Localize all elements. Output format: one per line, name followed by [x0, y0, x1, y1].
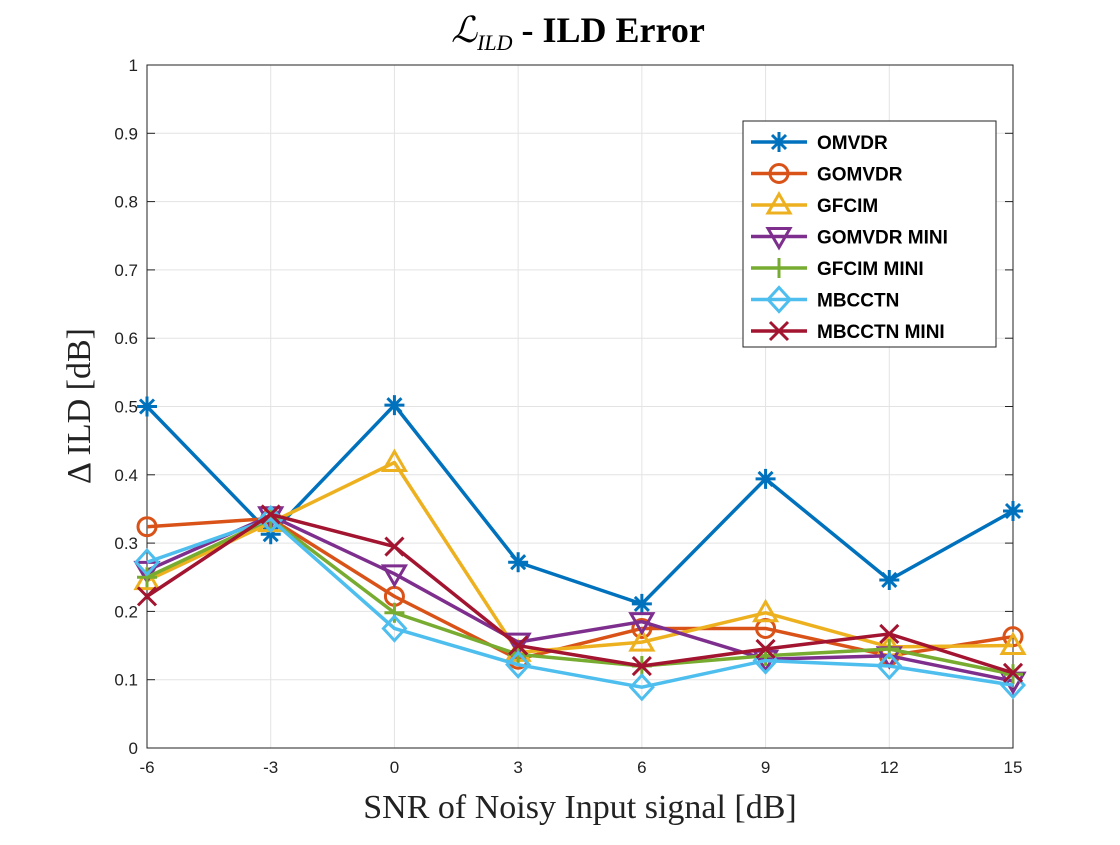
data-point-marker [384, 536, 405, 557]
y-tick-label: 0.7 [114, 261, 138, 280]
data-point-marker [136, 516, 158, 538]
data-point-marker [879, 569, 900, 590]
legend-entry: GOMVDR MINI [751, 227, 948, 251]
legend-label: GFCIM MINI [817, 259, 924, 280]
data-point-marker [755, 638, 776, 660]
legend: OMVDR GOMVDR GFCIM GOMVDR MINI GFCIM MINI MBC… [742, 120, 997, 348]
data-point-marker [133, 548, 161, 577]
data-point-marker [260, 504, 281, 525]
data-point-marker [751, 598, 780, 623]
data-point-marker [631, 655, 652, 677]
y-tick-label: 0.5 [114, 398, 138, 417]
y-tick-label: 0.9 [114, 124, 138, 143]
y-tick-label: 0.2 [114, 602, 138, 621]
data-point-marker [384, 395, 405, 416]
legend-label: GOMVDR [817, 165, 903, 186]
y-tick-label: 0.3 [114, 534, 138, 553]
legend-marker [765, 191, 793, 215]
y-tick-label: 0.4 [114, 466, 138, 485]
axes: -6 -3 0 3 6 9 12 15 0 0.1 0.2 0.3 0.4 0.5 0.6 0.7 0.8 0.9… [114, 56, 1022, 777]
data-point-marker [508, 552, 529, 573]
x-tick-label: 15 [1004, 758, 1023, 777]
x-axis-label: SNR of Noisy Input signal [dB] [363, 789, 797, 826]
chart-title: ℒILD - ILD Error [451, 10, 705, 55]
x-tick-label: 12 [880, 758, 899, 777]
legend-label: GFCIM [817, 196, 878, 217]
x-tick-label: 0 [390, 758, 399, 777]
legend-marker [769, 132, 789, 152]
series-line [146, 517, 1014, 676]
legend-label: OMVDR [817, 133, 888, 154]
legend-marker [768, 320, 790, 342]
legend-label: MBCCTN [817, 291, 899, 312]
data-point-marker [1003, 500, 1023, 521]
legend-entry: OMVDR [751, 132, 888, 154]
x-tick-label: 3 [513, 758, 522, 777]
data-point-marker [508, 635, 529, 656]
data-point-marker [137, 396, 157, 417]
legend-entry: MBCCTN [751, 285, 899, 314]
data-point-marker [879, 623, 900, 644]
y-tick-label: 1 [129, 56, 138, 75]
legend-label: MBCCTN MINI [817, 322, 945, 343]
series-line [146, 512, 1014, 675]
data-point-marker [628, 628, 656, 652]
legend-marker [768, 163, 790, 184]
series-group [133, 395, 1027, 702]
data-point-marker [876, 651, 903, 681]
y-tick-label: 0 [129, 739, 138, 758]
legend-entry: MBCCTN MINI [751, 320, 945, 343]
series-mbcctn [133, 504, 1027, 702]
series-line [146, 514, 1014, 683]
x-tick-label: 9 [761, 758, 770, 777]
y-axis-label: Δ ILD [dB] [61, 328, 98, 484]
data-point-marker [631, 593, 652, 614]
y-tick-label: 0.6 [114, 329, 138, 348]
legend-entry: GFCIM MINI [751, 258, 924, 280]
data-point-marker [631, 617, 653, 639]
legend-marker [769, 258, 789, 278]
data-point-marker [380, 564, 409, 588]
data-point-marker [137, 567, 157, 588]
data-point-marker [999, 631, 1027, 656]
data-point-marker [628, 612, 656, 636]
y-tick-label: 0.1 [114, 671, 138, 690]
x-tick-label: 6 [637, 758, 646, 777]
data-point-marker [1002, 662, 1024, 683]
legend-entry: GOMVDR [751, 163, 903, 186]
legend-label: GOMVDR MINI [817, 228, 948, 249]
series-line [146, 460, 1014, 655]
data-point-marker [755, 468, 776, 489]
legend-marker [765, 227, 793, 251]
data-point-marker [136, 586, 158, 607]
data-point-marker [381, 614, 408, 643]
data-point-marker [133, 566, 161, 591]
data-point-marker [384, 602, 405, 623]
x-tick-label: -6 [139, 758, 154, 777]
data-point-marker [380, 448, 409, 473]
legend-entry: GFCIM [751, 191, 878, 217]
y-tick-label: 0.8 [114, 193, 138, 212]
series-line [146, 517, 1014, 689]
series-mbcctn-mini [136, 504, 1024, 683]
data-point-marker [505, 650, 532, 679]
data-point-marker [133, 560, 161, 585]
data-point-marker [504, 632, 532, 657]
x-tick-label: -3 [263, 758, 278, 777]
data-point-marker [628, 672, 655, 702]
legend-marker [765, 285, 793, 314]
